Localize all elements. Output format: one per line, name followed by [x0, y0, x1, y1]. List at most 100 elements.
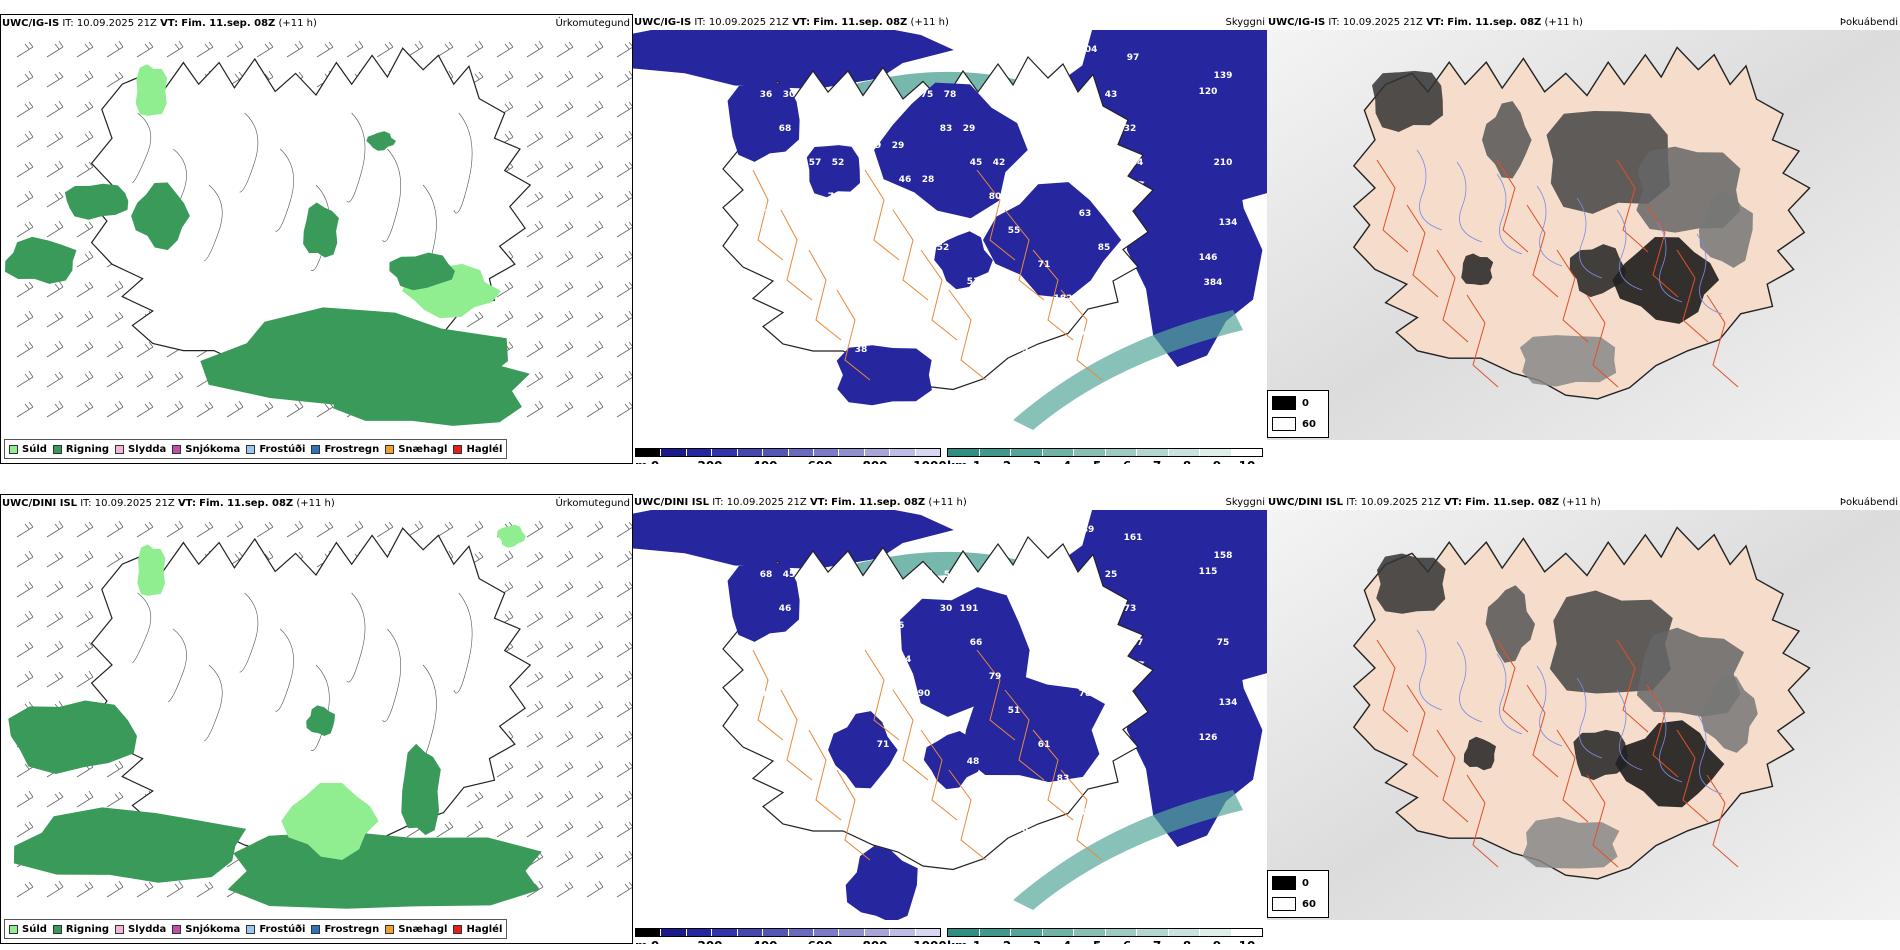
wind-barb [376, 521, 394, 538]
wind-barb [526, 340, 544, 358]
cloud-base-label: 71 [1038, 260, 1051, 270]
contour [453, 112, 473, 214]
wind-barb [526, 311, 544, 328]
reduced-visibility-band [1013, 790, 1243, 910]
panel-title: UWC/IG-IS IT: 10.09.2025 21Z VT: Fim. 11… [1268, 17, 1583, 28]
cloud-base-label: 139 [1214, 71, 1233, 81]
legend-swatch [172, 444, 182, 454]
rain-area [13, 807, 247, 883]
wind-barb [106, 791, 124, 808]
cloud-base-label: 48 [967, 757, 980, 767]
wind-barb [466, 791, 484, 808]
wind-barb [496, 790, 514, 808]
colorbar-tick: 3 [1033, 939, 1041, 944]
colorbar-tick: 800 [862, 459, 887, 464]
wind-barb [16, 281, 34, 298]
cloud-base-label: 56 [847, 706, 860, 716]
issue-time: 10.09.2025 21Z [1360, 497, 1441, 508]
panel-corner-title: Þokuábendi [1839, 497, 1898, 508]
road [892, 209, 929, 301]
fog-area [1482, 101, 1532, 179]
wind-barb [556, 850, 574, 868]
wind-barb [616, 41, 632, 58]
wind-barb [496, 310, 514, 328]
cloud-base-label: 109 [983, 311, 1002, 321]
wind-barb [106, 311, 124, 328]
issue-time-label: IT: [1346, 497, 1358, 508]
wind-barb [556, 550, 574, 568]
wind-barb [616, 761, 632, 778]
road [1436, 249, 1469, 343]
precip-panel: UWC/DINI ISL IT: 10.09.2025 21Z VT: Fim.… [0, 494, 633, 944]
precip-type-legend: Súld Rigning Slydda Snjókoma Frostúði Frostre… [4, 439, 508, 459]
cloud-base-label: 71 [877, 740, 890, 750]
wind-barb [166, 371, 184, 388]
wind-barb [106, 520, 124, 538]
wind-barb [586, 160, 604, 178]
wind-barb [136, 521, 154, 538]
wind-barb [616, 821, 632, 838]
colorbar-cell [788, 929, 814, 936]
cloud-base-label: 67 [776, 243, 789, 253]
valid-time-label: VT: [792, 17, 811, 28]
wind-barb [106, 760, 124, 778]
contour [203, 184, 223, 262]
colorbar-cell [839, 929, 865, 936]
colorbar-cell [1200, 449, 1232, 456]
legend-label: Haglél [466, 443, 503, 455]
wind-barb [16, 670, 34, 688]
road [976, 169, 1016, 261]
wind-barb [16, 70, 34, 88]
wind-barb [616, 730, 632, 748]
road-network [1376, 639, 1739, 868]
wind-barb [616, 130, 632, 148]
legend-item: Haglél [453, 924, 502, 935]
wind-barb [586, 851, 604, 868]
colorbar-tick: 200 [697, 459, 722, 464]
wind-barb [586, 251, 604, 268]
road [1706, 774, 1739, 868]
colorbar-cell [864, 449, 891, 456]
wind-barb [46, 611, 64, 628]
wind-barb [16, 130, 34, 148]
cloud-base-label: 28 [922, 175, 935, 185]
cloud-base-label: 45 [970, 158, 983, 168]
wind-barb [106, 280, 124, 298]
road [1406, 204, 1439, 298]
wind-barb [616, 610, 632, 628]
fog-key-swatch [1272, 876, 1296, 890]
colorbar-cell [948, 929, 980, 936]
wind-barb [586, 40, 604, 58]
cloud-base-label: 59 [847, 226, 860, 236]
wind-barb [16, 221, 34, 238]
road [1496, 159, 1529, 253]
wind-barb [286, 40, 304, 58]
colorbar-cell [712, 449, 738, 456]
panel-title: UWC/DINI ISL IT: 10.09.2025 21Z VT: Fim.… [1268, 497, 1601, 508]
wind-barb [526, 791, 544, 808]
cloud-base-label: 68 [877, 260, 890, 270]
cloud-base-label: 66 [970, 638, 983, 648]
wind-barb [586, 760, 604, 778]
cloud-base-label: 161 [1073, 328, 1092, 338]
road [1526, 684, 1559, 778]
contour [346, 112, 366, 203]
issue-time-label: IT: [80, 498, 92, 509]
wind-barb [556, 250, 574, 268]
contour [168, 628, 187, 703]
reduced-visibility-band [1013, 310, 1243, 430]
cloud-base-label: 29 [963, 124, 976, 134]
wind-barb [166, 400, 184, 418]
contour [382, 148, 402, 242]
panel-corner-title: Úrkomutegund [555, 498, 630, 509]
wind-barb [526, 251, 544, 268]
road [1376, 159, 1409, 253]
wind-barb [496, 41, 514, 58]
wind-barb [46, 640, 64, 658]
colorbar-tick: 0 [651, 939, 659, 944]
wind-barb [616, 581, 632, 598]
cloud-base-label: 51 [1030, 141, 1043, 151]
wind-barb [136, 370, 154, 388]
legend-label: Frostúði [259, 923, 306, 935]
valid-time: Fim. 11.sep. 08Z [199, 498, 294, 509]
